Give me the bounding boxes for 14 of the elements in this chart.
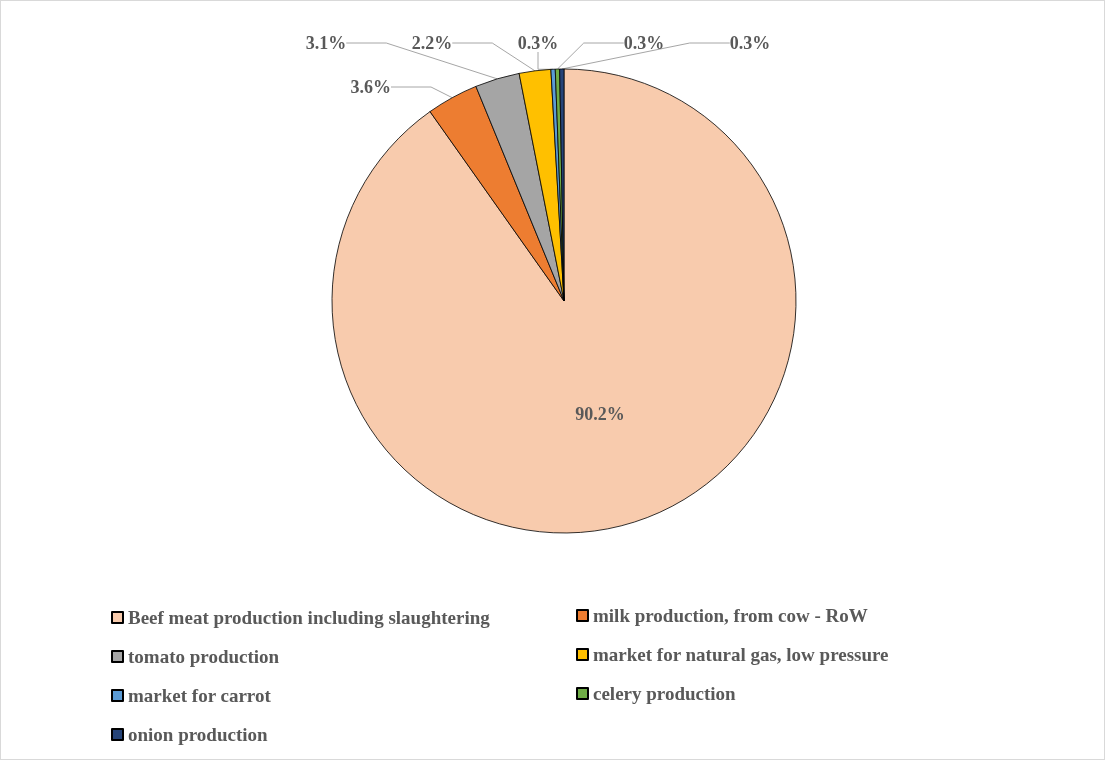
data-label: 0.3% bbox=[517, 33, 559, 53]
legend-label: milk production, from cow - RoW bbox=[593, 605, 868, 626]
data-label: 0.3% bbox=[729, 33, 771, 53]
legend-label: tomato production bbox=[128, 646, 280, 667]
legend-label: market for natural gas, low pressure bbox=[593, 644, 889, 665]
legend-label: market for carrot bbox=[128, 685, 272, 706]
data-label: 3.1% bbox=[305, 33, 347, 53]
legend-label: onion production bbox=[128, 724, 268, 745]
data-label: 3.6% bbox=[350, 77, 391, 97]
data-label: 0.3% bbox=[623, 33, 665, 53]
legend-label: Beef meat production including slaughtering bbox=[128, 607, 491, 628]
legend-label: celery production bbox=[593, 683, 737, 704]
data-label: 2.2% bbox=[411, 33, 453, 53]
data-label: 90.2% bbox=[575, 404, 625, 425]
